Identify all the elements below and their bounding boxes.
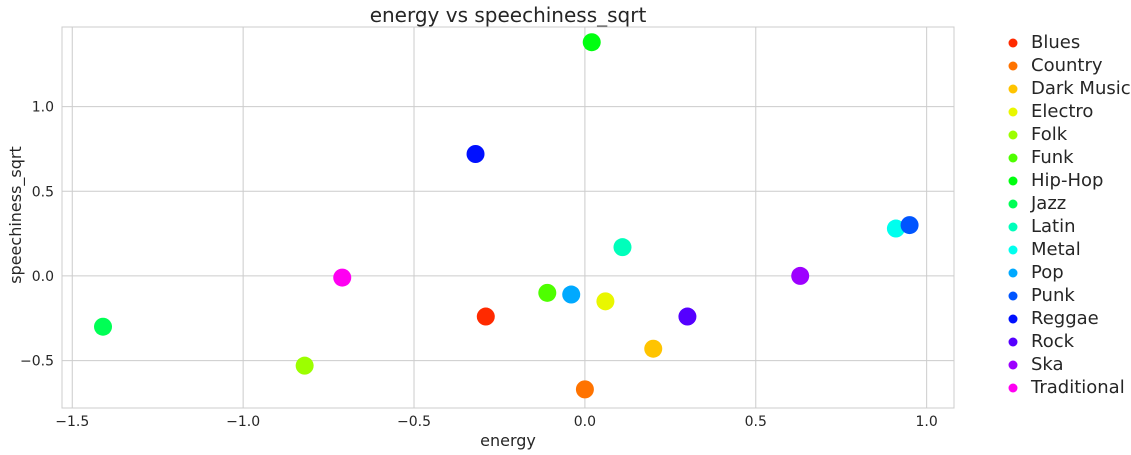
legend-label: Dark Music <box>1031 78 1131 99</box>
point-jazz <box>94 317 113 336</box>
legend-marker <box>1008 314 1018 324</box>
legend-marker <box>1008 176 1018 186</box>
legend-marker <box>1008 360 1018 370</box>
legend-marker <box>1008 38 1018 48</box>
legend-marker <box>1008 130 1018 140</box>
legend-label: Punk <box>1031 285 1075 306</box>
point-country <box>575 380 594 399</box>
x-tick-label: 1.0 <box>916 414 938 430</box>
legend-label: Ska <box>1031 354 1064 375</box>
y-axis-label: speechiness_sqrt <box>6 146 26 284</box>
point-rock <box>678 307 697 326</box>
legend-marker <box>1008 337 1018 347</box>
x-tick-label: −1.0 <box>226 414 260 430</box>
legend-label: Rock <box>1031 331 1075 352</box>
x-axis-ticks: −1.5 −1.0 −0.5 0.0 0.5 1.0 <box>55 414 938 430</box>
y-tick-label: 0.5 <box>32 184 54 200</box>
point-hip-hop <box>582 33 601 52</box>
x-tick-label: 0.5 <box>745 414 767 430</box>
legend-label: Metal <box>1031 239 1081 260</box>
x-tick-label: −1.5 <box>55 414 89 430</box>
point-funk <box>538 283 557 302</box>
plot-frame <box>61 26 955 409</box>
legend-marker <box>1008 268 1018 278</box>
point-folk <box>295 356 314 375</box>
x-axis-label: energy <box>480 431 536 450</box>
point-blues <box>476 307 495 326</box>
legend-label: Funk <box>1031 147 1074 168</box>
grid <box>62 27 954 408</box>
legend-marker <box>1008 291 1018 301</box>
y-tick-label: 1.0 <box>32 100 54 116</box>
legend-label: Blues <box>1031 32 1080 53</box>
point-latin <box>613 238 632 257</box>
point-reggae <box>466 145 485 163</box>
legend-label: Latin <box>1031 216 1076 237</box>
y-tick-label: 0.0 <box>32 269 54 285</box>
x-tick-label: 0.0 <box>574 414 596 430</box>
legend-marker <box>1008 107 1018 117</box>
legend-label: Traditional <box>1030 377 1125 398</box>
point-ska <box>791 266 810 285</box>
legend-marker <box>1008 61 1018 71</box>
legend-label: Jazz <box>1030 193 1066 214</box>
legend-marker <box>1008 383 1018 393</box>
y-tick-label: −0.5 <box>20 354 54 370</box>
legend-label: Country <box>1031 55 1103 76</box>
legend-marker <box>1008 84 1018 94</box>
legend-marker <box>1008 245 1018 255</box>
x-tick-label: −0.5 <box>397 414 431 430</box>
legend-label: Reggae <box>1031 308 1099 329</box>
legend-label: Electro <box>1031 101 1093 122</box>
point-punk <box>900 216 919 235</box>
legend-marker <box>1008 199 1018 209</box>
y-axis-ticks: −0.5 0.0 0.5 1.0 <box>20 100 54 370</box>
chart-title: energy vs speechiness_sqrt <box>370 3 647 27</box>
legend-marker <box>1008 153 1018 163</box>
point-electro <box>596 292 615 311</box>
legend-label: Folk <box>1031 124 1068 145</box>
legend-label: Hip-Hop <box>1031 170 1103 191</box>
point-dark-music <box>644 339 663 358</box>
point-pop <box>562 285 581 304</box>
point-traditional <box>333 268 352 287</box>
legend-label: Pop <box>1031 262 1064 283</box>
point-metal <box>886 219 905 238</box>
legend-marker <box>1008 222 1018 232</box>
data-points <box>94 33 919 399</box>
